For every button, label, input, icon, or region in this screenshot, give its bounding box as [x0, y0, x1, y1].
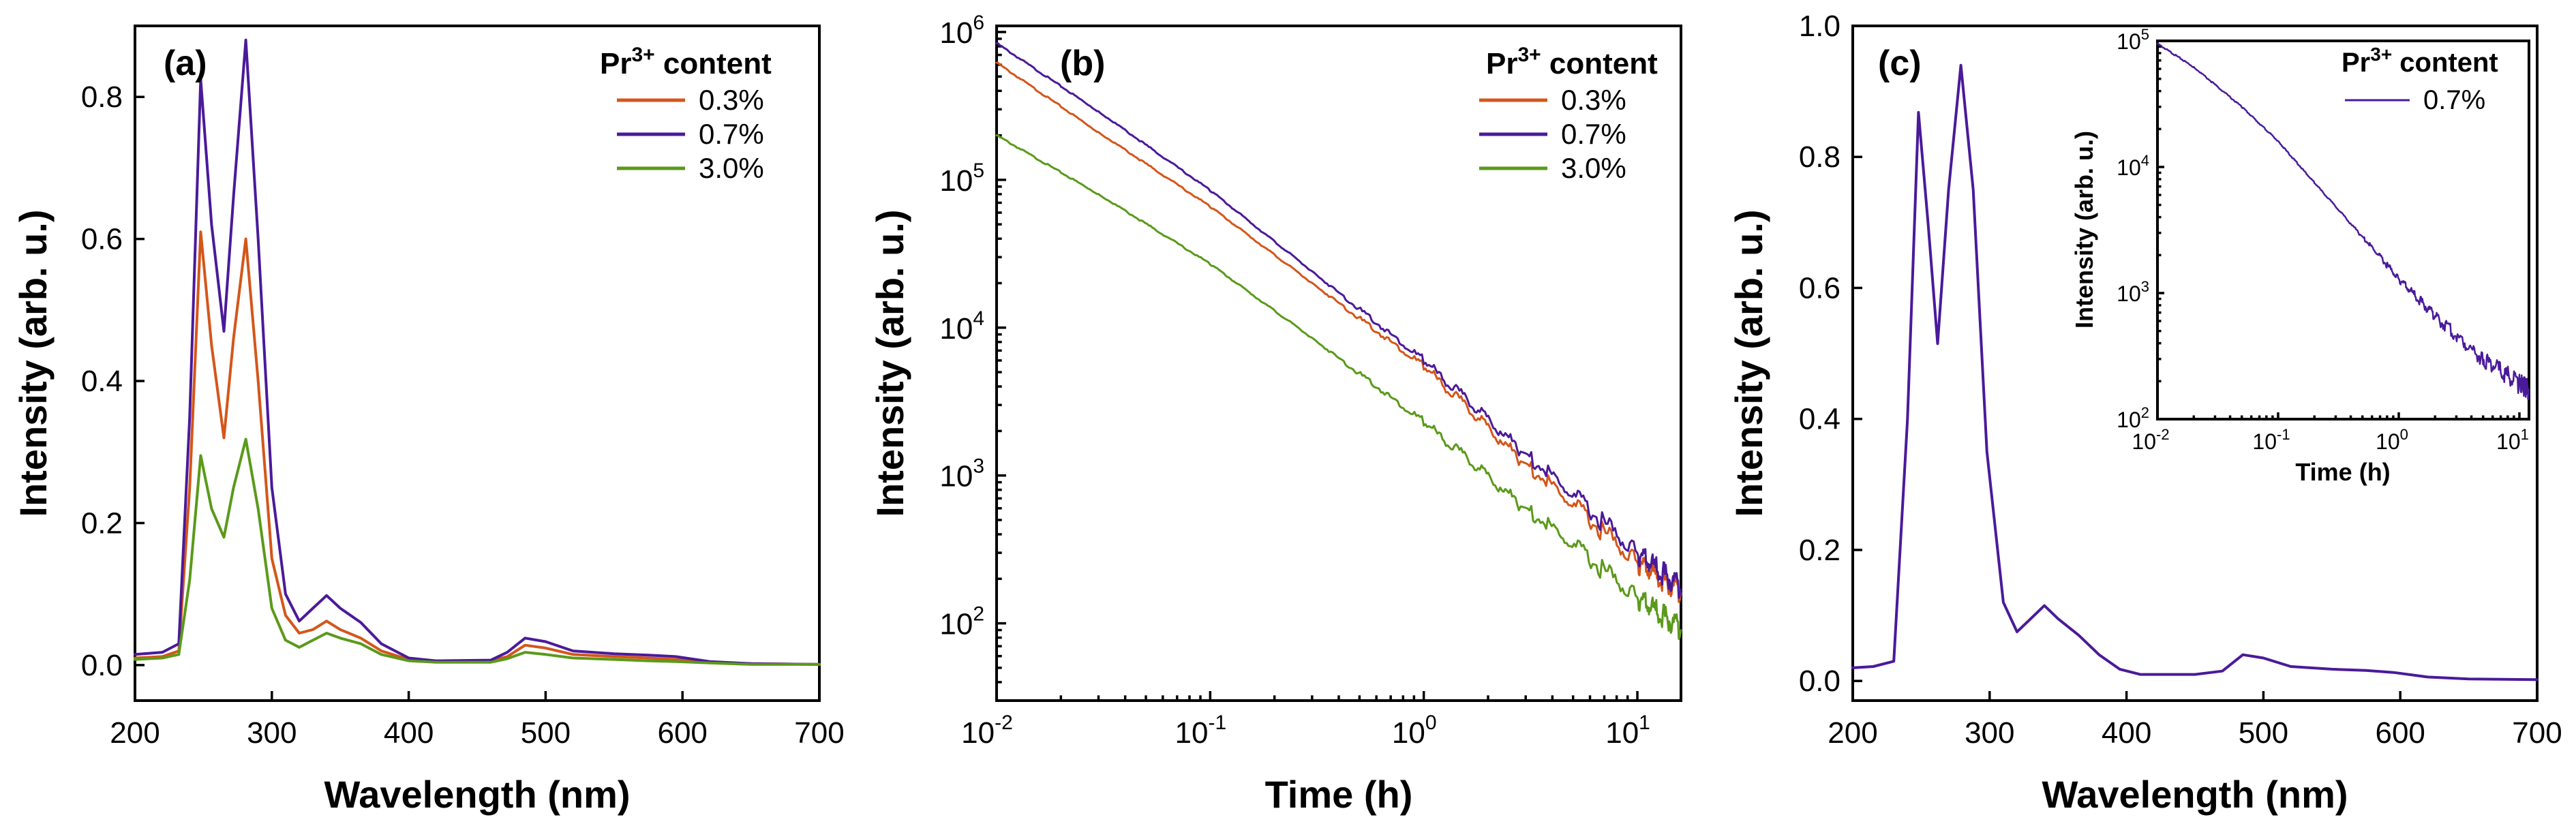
series-line-0-7	[1851, 63, 2539, 682]
x-tick-label: 300	[1965, 716, 2014, 750]
panel-b-legend-title: Pr3+ content	[1486, 44, 1658, 80]
panel-b-y-ticks: 102 103 104 105 106	[939, 12, 1006, 702]
x-tick-label: 101	[1605, 712, 1650, 750]
x-tick-label: 100	[1392, 712, 1437, 750]
panel-b-y-axis-label: Intensity (arb. u.)	[868, 209, 911, 517]
panel-a: 200 300 400 500 600 700 0.0 0.2 0.4 0.6 0.8 (a) W…	[12, 25, 845, 816]
panel-b-x-ticks: 10-2 10-1 100 101	[961, 691, 1650, 750]
panel-c-inset-legend-title: Pr3+ content	[2342, 44, 2498, 78]
y-tick-label: 0.4	[1799, 403, 1840, 436]
x-tick-label: 500	[521, 716, 571, 750]
y-tick-label: 0.6	[1799, 271, 1840, 305]
panel-a-legend-label-3-0: 3.0%	[699, 152, 764, 184]
x-tick-label: 101	[2496, 426, 2529, 454]
y-tick-label: 0.2	[1799, 534, 1840, 567]
series-line-0-7	[2156, 42, 2530, 401]
panel-c-inset-y-axis-label: Intensity (arb. u.)	[2070, 131, 2098, 328]
y-tick-label: 102	[939, 603, 984, 641]
y-tick-label: 0.8	[81, 80, 123, 114]
x-tick-label: 600	[2375, 716, 2425, 750]
series-line-0-7	[134, 38, 821, 666]
panel-a-plot-area	[134, 25, 821, 702]
panel-a-y-ticks: 0.0 0.2 0.4 0.6 0.8	[81, 80, 145, 682]
x-tick-label: 700	[794, 716, 844, 750]
x-tick-label: 300	[247, 716, 297, 750]
y-tick-label: 1.0	[1799, 10, 1840, 43]
panel-c-plot-area	[1851, 25, 2539, 702]
x-tick-label: 10-2	[2132, 426, 2169, 454]
panel-c-inset-legend-label-0-7: 0.7%	[2423, 85, 2485, 115]
panel-c-x-axis-label: Wavelength (nm)	[2042, 773, 2348, 816]
y-tick-label: 103	[939, 455, 984, 493]
x-tick-label: 10-1	[2252, 426, 2290, 454]
x-tick-label: 400	[384, 716, 434, 750]
panel-c-x-ticks: 200 300 400 500 600 700	[1828, 691, 2562, 750]
x-tick-label: 100	[2376, 426, 2408, 454]
y-tick-label: 103	[2117, 278, 2149, 306]
panel-a-x-axis-label: Wavelength (nm)	[324, 773, 630, 816]
panel-a-legend-label-0-7: 0.7%	[699, 118, 764, 150]
panel-c-inset: 10-2 10-1 100 101 102 103 104 105 Time (h) Int…	[2070, 26, 2532, 493]
y-tick-label: 102	[2117, 404, 2149, 432]
panel-b: 10-2 10-1 100 101 102 103 104 105 106 (b) Time …	[868, 12, 1682, 816]
y-tick-label: 0.4	[81, 365, 123, 398]
y-tick-label: 106	[939, 12, 984, 50]
panel-b-label: (b)	[1060, 44, 1105, 83]
y-tick-label: 105	[2117, 26, 2149, 54]
y-tick-label: 104	[939, 307, 984, 346]
panel-b-legend-label-3-0: 3.0%	[1561, 152, 1626, 184]
panel-a-x-ticks: 200 300 400 500 600 700	[110, 691, 845, 750]
panel-c-y-ticks: 0.0 0.2 0.4 0.6 0.8 1.0	[1799, 10, 1862, 698]
x-tick-label: 400	[2102, 716, 2151, 750]
x-tick-label: 10-1	[1175, 712, 1227, 750]
panel-c-series-lines	[1851, 63, 2539, 682]
panel-a-legend-title: Pr3+ content	[600, 44, 772, 80]
panel-c-y-axis-label: Intensity (arb. u.)	[1727, 209, 1770, 517]
series-line-0-7	[995, 42, 1682, 599]
panel-b-legend-label-0-7: 0.7%	[1561, 118, 1626, 150]
panel-b-series-lines	[995, 42, 1682, 640]
x-tick-label: 200	[110, 716, 160, 750]
series-line-0-3	[995, 61, 1682, 603]
x-tick-label: 10-2	[961, 712, 1013, 750]
panel-b-legend: Pr3+ content 0.3% 0.7% 3.0%	[1479, 44, 1658, 184]
panel-a-label: (a)	[164, 44, 207, 83]
panel-c-inset-y-ticks: 102 103 104 105	[2117, 26, 2164, 432]
panel-c-inset-x-ticks: 10-2 10-1 100 101	[2132, 412, 2529, 454]
panel-c-inset-series-lines	[2156, 42, 2530, 401]
y-tick-label: 0.8	[1799, 140, 1840, 174]
panel-a-series-lines	[134, 38, 821, 666]
panel-c-label: (c)	[1878, 44, 1922, 83]
y-tick-label: 0.0	[1799, 664, 1840, 698]
x-tick-label: 700	[2512, 716, 2562, 750]
series-line-3-0	[134, 438, 821, 666]
panel-a-legend: Pr3+ content 0.3% 0.7% 3.0%	[600, 44, 772, 184]
panel-a-legend-label-0-3: 0.3%	[699, 84, 764, 116]
panel-c-inset-legend: Pr3+ content 0.7%	[2342, 44, 2498, 115]
y-tick-label: 105	[939, 159, 984, 198]
x-tick-label: 500	[2239, 716, 2288, 750]
panel-b-x-axis-label: Time (h)	[1265, 773, 1413, 816]
y-tick-label: 0.6	[81, 223, 123, 256]
series-line-0-3	[134, 230, 821, 666]
panel-b-legend-label-0-3: 0.3%	[1561, 84, 1626, 116]
panel-c-inset-x-axis-label: Time (h)	[2295, 458, 2390, 486]
panel-c-inset-plot-area	[2156, 40, 2530, 420]
y-tick-label: 0.2	[81, 506, 123, 540]
x-tick-label: 600	[657, 716, 707, 750]
y-tick-label: 0.0	[81, 649, 123, 682]
x-tick-label: 200	[1828, 716, 1877, 750]
series-line-3-0	[995, 134, 1682, 640]
panel-a-y-axis-label: Intensity (arb. u.)	[12, 209, 55, 517]
panel-c: 200 300 400 500 600 700 0.0 0.2 0.4 0.6 0.8 1.0 (c…	[1727, 10, 2562, 816]
y-tick-label: 104	[2117, 152, 2149, 180]
